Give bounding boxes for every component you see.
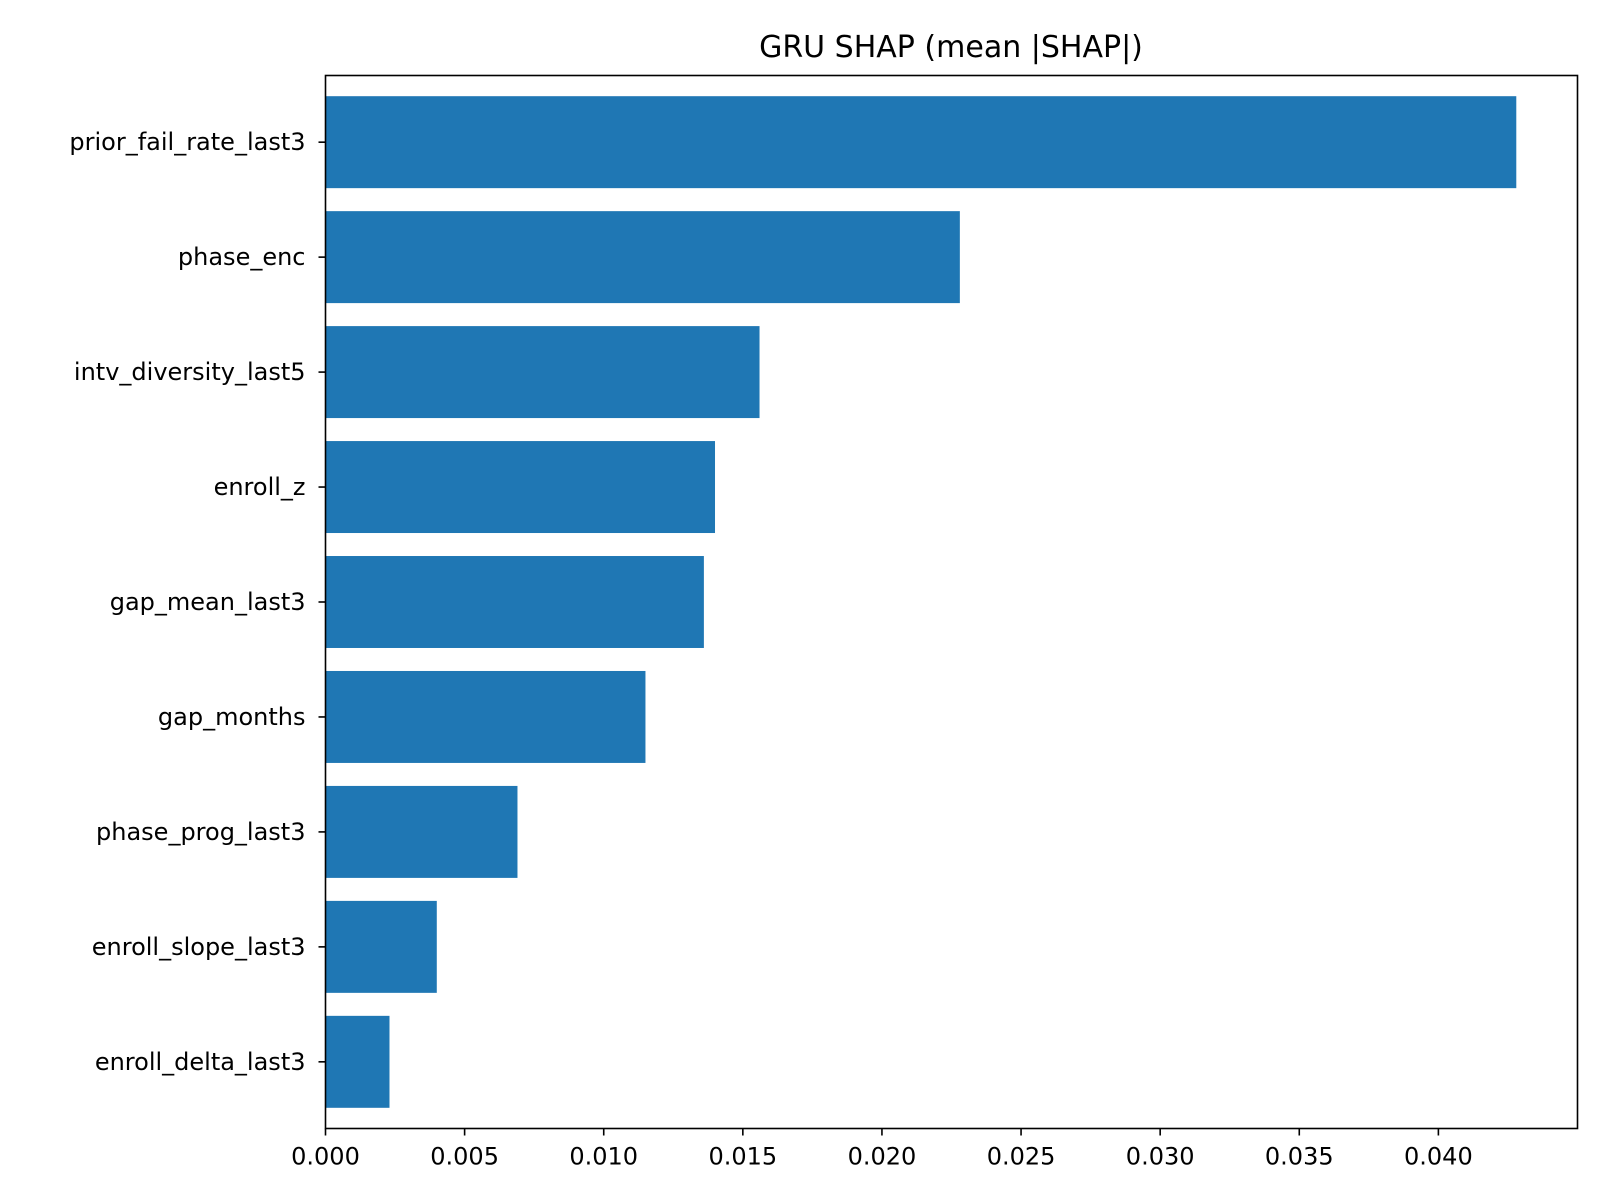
- bar-enroll_slope_last3: [325, 900, 437, 993]
- y-axis-ticks: prior_fail_rate_last3 phase_enc intv_diver…: [69, 128, 326, 1076]
- y-tick-label: intv_diversity_last5: [74, 358, 306, 386]
- plot-frame: [324, 74, 1579, 1130]
- bar-prior_fail_rate_last3: [325, 96, 1517, 189]
- y-tick-label: enroll_slope_last3: [92, 933, 306, 961]
- x-tick-label: 0.040: [1404, 1143, 1473, 1171]
- y-tick-label: prior_fail_rate_last3: [69, 128, 305, 156]
- bar-phase_prog_last3: [325, 785, 518, 878]
- x-tick-label: 0.020: [848, 1143, 917, 1171]
- x-tick-label: 0.000: [291, 1143, 360, 1171]
- x-tick-label: 0.030: [1126, 1143, 1195, 1171]
- y-tick-label: enroll_delta_last3: [95, 1048, 306, 1076]
- bar-gap_months: [325, 670, 646, 763]
- y-tick-label: gap_months: [158, 703, 306, 731]
- bar-enroll_z: [325, 441, 716, 534]
- x-tick-label: 0.035: [1265, 1143, 1334, 1171]
- bar-phase_enc: [325, 211, 960, 304]
- y-tick-label: enroll_z: [214, 473, 306, 501]
- x-axis-ticks: 0.000 0.005 0.010 0.015 0.020 0.025 0.030 0.035…: [291, 1128, 1473, 1171]
- x-tick-label: 0.010: [569, 1143, 638, 1171]
- bar-intv_diversity_last5: [325, 326, 760, 419]
- x-tick-label: 0.015: [708, 1143, 777, 1171]
- chart-title: GRU SHAP (mean |SHAP|): [759, 30, 1143, 65]
- bar-gap_mean_last3: [325, 556, 704, 648]
- y-tick-label: phase_prog_last3: [96, 818, 305, 846]
- bar-enroll_delta_last3: [325, 1015, 390, 1108]
- x-tick-label: 0.005: [430, 1143, 499, 1171]
- y-tick-label: phase_enc: [178, 243, 306, 271]
- x-tick-label: 0.025: [987, 1143, 1056, 1171]
- y-tick-label: gap_mean_last3: [110, 588, 306, 616]
- bars-group: [325, 96, 1517, 1108]
